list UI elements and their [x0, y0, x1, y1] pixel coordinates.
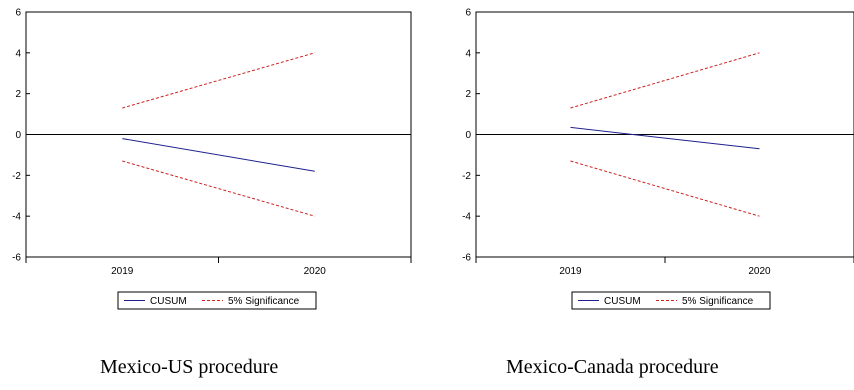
y-tick-label: 4	[15, 48, 21, 59]
legend-label-cusum: CUSUM	[604, 296, 641, 307]
x-tick-label: 2019	[111, 266, 134, 277]
cusum-chart-mexico-us: 6 4 2 0 -2 -4 -6 2019 2020 CUSUM 5% Significance	[12, 8, 412, 310]
caption-mexico-us: Mexico-US procedure	[100, 356, 279, 378]
legend: CUSUM 5% Significance	[117, 291, 317, 310]
significance-lower-line	[122, 160, 315, 217]
y-tick-label: 0	[465, 130, 471, 141]
chart-panel-mexico-us: 6 4 2 0 -2 -4 -6 2019 2020 CUSUM 5% Significance M…	[12, 8, 412, 378]
y-tick-label: 4	[465, 48, 471, 59]
y-tick-label: -6	[12, 253, 21, 264]
x-tick-label: 2020	[748, 266, 771, 277]
cusum-line	[122, 138, 315, 172]
significance-upper-line	[122, 52, 315, 109]
y-tick-label: -2	[462, 171, 471, 182]
y-tick-label: 6	[465, 8, 471, 19]
y-tick-label: -4	[462, 212, 471, 223]
y-tick-label: -6	[462, 253, 471, 264]
y-tick-label: -4	[12, 212, 21, 223]
legend-label-cusum: CUSUM	[150, 296, 187, 307]
y-tick-label: 2	[15, 89, 21, 100]
y-tick-label: 0	[15, 130, 21, 141]
chart-panel-mexico-canada: 6 4 2 0 -2 -4 -6 2019 2020 CUSUM 5% Significance M…	[427, 0, 854, 390]
legend-label-significance: 5% Significance	[682, 296, 754, 307]
y-tick-label: -2	[12, 171, 21, 182]
cusum-chart-mexico-canada: 6 4 2 0 -2 -4 -6 2019 2020 CUSUM 5% Significance	[462, 8, 854, 310]
significance-upper-line	[570, 52, 760, 109]
y-tick-label: 2	[465, 89, 471, 100]
cusum-line	[570, 126, 760, 150]
x-tick-label: 2020	[304, 266, 327, 277]
legend-label-significance: 5% Significance	[228, 296, 300, 307]
x-tick-label: 2019	[559, 266, 582, 277]
caption-mexico-canada: Mexico-Canada procedure	[506, 356, 719, 378]
significance-lower-line	[570, 160, 760, 217]
legend: CUSUM 5% Significance	[571, 291, 771, 310]
y-tick-label: 6	[15, 8, 21, 19]
